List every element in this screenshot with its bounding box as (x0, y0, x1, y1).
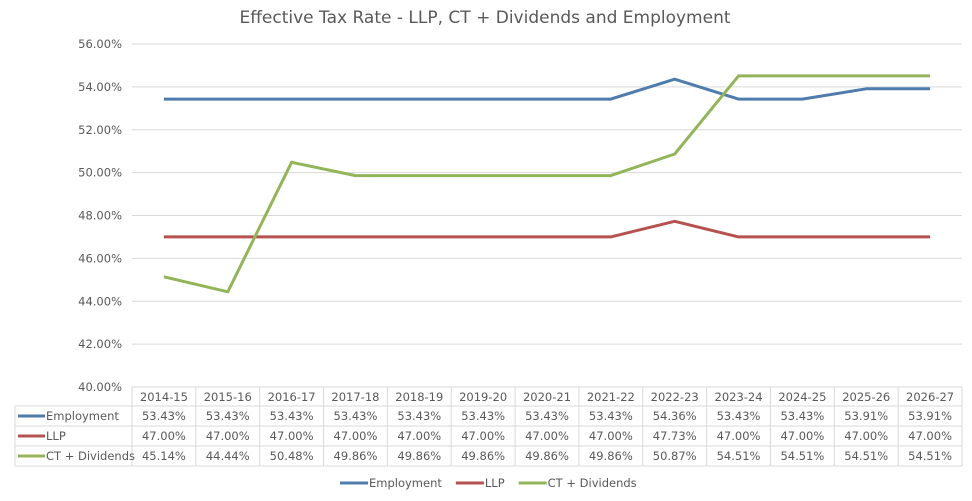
table-cell: 54.51% (780, 449, 824, 463)
table-cell: 54.51% (844, 449, 888, 463)
table-cell: 50.48% (270, 449, 314, 463)
table-cell: 49.86% (334, 449, 378, 463)
data-table: 2014-15 2015-16 2016-17 2017-18 2018-19 2019-… (14, 386, 963, 467)
legend-label: CT + Dividends (548, 476, 637, 490)
legend-item: LLP (455, 476, 505, 490)
table-cell: 47.00% (397, 429, 441, 443)
table-cell: 47.00% (844, 429, 888, 443)
table-cell: 47.73% (653, 429, 697, 443)
x-tick-label: 2025-26 (842, 390, 890, 404)
table-series-name: Employment (46, 409, 119, 423)
table-cell: 47.00% (717, 429, 761, 443)
table-cell: 53.43% (780, 409, 824, 423)
x-tick-label: 2023-24 (715, 390, 763, 404)
legend-label: LLP (485, 476, 505, 490)
table-cell: 53.43% (525, 409, 569, 423)
x-tick-label: 2020-21 (523, 390, 571, 404)
table-cell: 47.00% (780, 429, 824, 443)
table-cell: 53.43% (206, 409, 250, 423)
table-cell: 49.86% (461, 449, 505, 463)
table-cell: 47.00% (334, 429, 378, 443)
x-tick-label: 2014-15 (140, 390, 188, 404)
table-cell: 47.00% (589, 429, 633, 443)
table-cell: 53.43% (334, 409, 378, 423)
table-series-name: LLP (46, 429, 66, 443)
table-cell: 44.44% (206, 449, 250, 463)
table-cell: 53.43% (142, 409, 186, 423)
table-cell: 47.00% (525, 429, 569, 443)
table-cell: 47.00% (206, 429, 250, 443)
table-cell: 49.86% (525, 449, 569, 463)
x-tick-label: 2018-19 (395, 390, 443, 404)
x-tick-label: 2026-27 (906, 390, 954, 404)
y-axis: 40.00% 42.00% 44.00% 46.00% 48.00% 50.00% 52.0… (78, 37, 122, 394)
y-tick-label: 56.00% (78, 37, 122, 51)
legend: Employment LLP CT + Dividends (340, 476, 637, 490)
table-cell: 54.51% (717, 449, 761, 463)
table-series-name: CT + Dividends (46, 449, 135, 463)
table-cell: 47.00% (270, 429, 314, 443)
x-tick-label: 2019-20 (459, 390, 507, 404)
series-lines (163, 74, 931, 294)
y-tick-label: 42.00% (78, 337, 122, 351)
table-cell: 47.00% (142, 429, 186, 443)
table-cell: 47.00% (908, 429, 952, 443)
x-tick-label: 2016-17 (268, 390, 316, 404)
y-tick-label: 48.00% (78, 209, 122, 223)
series-line-llp (163, 219, 931, 239)
table-cell: 53.43% (461, 409, 505, 423)
table-cell: 54.36% (653, 409, 697, 423)
table-cell: 45.14% (142, 449, 186, 463)
gridlines (132, 43, 962, 345)
x-tick-label: 2017-18 (331, 390, 379, 404)
legend-item: CT + Dividends (518, 476, 637, 490)
table-cell: 53.43% (717, 409, 761, 423)
series-line-employment (163, 77, 931, 101)
y-tick-label: 54.00% (78, 80, 122, 94)
table-cell: 53.91% (908, 409, 952, 423)
legend-label: Employment (369, 476, 442, 490)
y-tick-label: 52.00% (78, 123, 122, 137)
series-line-ct-dividends (163, 74, 931, 294)
x-tick-label: 2024-25 (778, 390, 826, 404)
y-tick-label: 44.00% (78, 294, 122, 308)
table-cell: 49.86% (589, 449, 633, 463)
table-cell: 47.00% (461, 429, 505, 443)
y-tick-label: 40.00% (78, 380, 122, 394)
table-cell: 53.43% (397, 409, 441, 423)
table-cell: 54.51% (908, 449, 952, 463)
x-tick-label: 2015-16 (204, 390, 252, 404)
x-tick-label: 2022-23 (651, 390, 699, 404)
y-tick-label: 46.00% (78, 251, 122, 265)
table-cell: 53.43% (270, 409, 314, 423)
legend-item: Employment (340, 476, 442, 490)
x-tick-label: 2021-22 (587, 390, 635, 404)
table-cell: 53.91% (844, 409, 888, 423)
table-cell: 50.87% (653, 449, 697, 463)
table-cell: 53.43% (589, 409, 633, 423)
y-tick-label: 50.00% (78, 166, 122, 180)
table-cell: 49.86% (397, 449, 441, 463)
chart-title: Effective Tax Rate - LLP, CT + Dividends… (239, 8, 730, 28)
